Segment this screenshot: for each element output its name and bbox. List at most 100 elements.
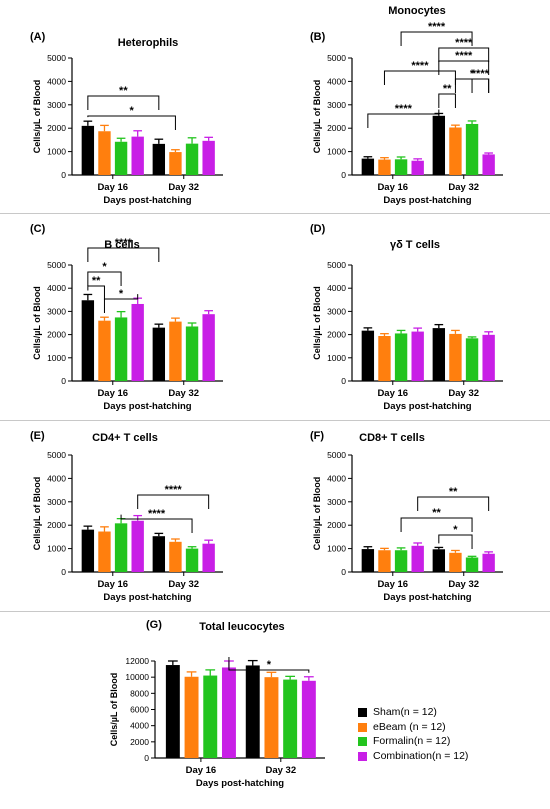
y-axis-label: Cells/µL of Blood	[32, 286, 42, 360]
bar	[202, 314, 215, 381]
y-axis-label: Cells/µL of Blood	[32, 80, 42, 154]
x-tick-label: Day 32	[448, 388, 479, 399]
y-tick-label: 2000	[47, 520, 66, 530]
bar	[81, 529, 95, 572]
significance-bracket	[383, 70, 456, 85]
significance-bracket	[87, 95, 160, 110]
y-tick-label: 0	[61, 376, 66, 386]
y-tick-label: 5000	[47, 450, 66, 460]
y-tick-label: 2000	[130, 737, 149, 747]
significance-label: ****	[165, 484, 183, 496]
y-tick-label: 1000	[47, 353, 66, 363]
bar	[378, 159, 391, 175]
y-tick-label: 3000	[327, 306, 346, 316]
bar	[432, 549, 446, 572]
y-tick-label: 1000	[47, 147, 66, 157]
legend-label: Sham	[373, 706, 401, 718]
significance-label: *	[119, 288, 124, 300]
significance-label: ****	[115, 237, 133, 249]
bar	[152, 536, 166, 572]
chart-title: CD4+ T cells	[92, 432, 158, 444]
significance-bracket	[438, 93, 456, 108]
y-tick-label: 5000	[327, 53, 346, 63]
legend-n: (n = 12)	[409, 720, 446, 733]
significance-bracket	[87, 247, 160, 262]
legend-swatch	[358, 708, 367, 717]
bar	[432, 328, 446, 381]
y-tick-label: 0	[341, 170, 346, 180]
x-tick-label: Day 32	[265, 765, 296, 776]
y-axis-label: Cells/µL of Blood	[312, 80, 322, 154]
bar	[394, 159, 408, 175]
bar	[165, 665, 180, 758]
y-tick-label: 5000	[327, 260, 346, 270]
y-axis-label: Cells/µL of Blood	[109, 673, 119, 747]
bar	[264, 677, 279, 758]
significance-label: **	[443, 83, 452, 95]
x-tick-label: Day 32	[448, 579, 479, 590]
y-tick-label: 3000	[47, 497, 66, 507]
bar	[169, 152, 182, 175]
x-axis-label: Days post-hatching	[103, 195, 191, 206]
significance-bracket	[87, 271, 122, 286]
significance-label: *	[470, 68, 475, 80]
x-tick-label: Day 16	[97, 579, 128, 590]
x-tick-label: Day 16	[377, 182, 408, 193]
bar	[361, 549, 375, 572]
significance-bracket	[120, 514, 193, 533]
significance-label: **	[449, 486, 458, 498]
y-tick-label: 0	[144, 753, 149, 763]
bar	[432, 115, 446, 175]
y-tick-label: 4000	[47, 473, 66, 483]
chart-title: Heterophils	[118, 37, 179, 49]
y-axis-label: Cells/µL of Blood	[32, 477, 42, 551]
y-tick-label: 12000	[125, 656, 149, 666]
significance-bracket	[87, 115, 176, 130]
significance-bracket	[367, 109, 440, 128]
significance-bracket	[228, 657, 310, 673]
y-tick-label: 2000	[327, 520, 346, 530]
y-tick-label: 2000	[327, 330, 346, 340]
y-tick-label: 3000	[327, 100, 346, 110]
chart-panel-e: (E) CD4+ T cells 0 1000 2000 3000 4000 5000 Cell…	[30, 430, 223, 603]
y-tick-label: 4000	[47, 76, 66, 86]
y-tick-label: 4000	[327, 76, 346, 86]
y-tick-label: 3000	[47, 100, 66, 110]
x-axis-label: Days post-hatching	[196, 778, 284, 789]
x-axis-label: Days post-hatching	[103, 592, 191, 603]
y-tick-label: 2000	[47, 330, 66, 340]
y-tick-label: 1000	[47, 544, 66, 554]
bar	[81, 125, 95, 175]
y-tick-label: 5000	[327, 450, 346, 460]
x-axis-label: Days post-hatching	[383, 401, 471, 412]
bar	[394, 333, 408, 381]
y-axis-label: Cells/µL of Blood	[312, 286, 322, 360]
significance-bracket	[87, 285, 105, 300]
bar	[465, 557, 479, 572]
chart-title: Total leucocytes	[199, 621, 284, 633]
y-tick-label: 4000	[130, 721, 149, 731]
legend-label: Combination	[373, 749, 432, 762]
bar	[361, 330, 375, 381]
panel-label: (B)	[310, 31, 326, 43]
x-tick-label: Day 16	[97, 388, 128, 399]
bar	[449, 333, 462, 381]
bar	[465, 123, 479, 175]
bar	[114, 523, 128, 572]
significance-label: **	[119, 85, 128, 97]
significance-bracket	[471, 78, 490, 93]
x-axis-label: Days post-hatching	[103, 401, 191, 412]
bar	[81, 300, 95, 381]
significance-label: **	[92, 275, 101, 287]
y-tick-label: 4000	[47, 283, 66, 293]
significance-label: ****	[472, 68, 490, 80]
significance-bracket	[400, 31, 473, 46]
y-tick-label: 0	[61, 170, 66, 180]
bar	[185, 548, 199, 572]
significance-bracket	[103, 294, 139, 313]
y-tick-label: 1000	[327, 544, 346, 554]
chart-panel-a: (A) Heterophils 0 1000 2000 3000 4000 5000 Cells…	[30, 31, 223, 206]
bar	[152, 327, 166, 381]
bar	[411, 545, 424, 572]
significance-label: *	[102, 261, 107, 273]
